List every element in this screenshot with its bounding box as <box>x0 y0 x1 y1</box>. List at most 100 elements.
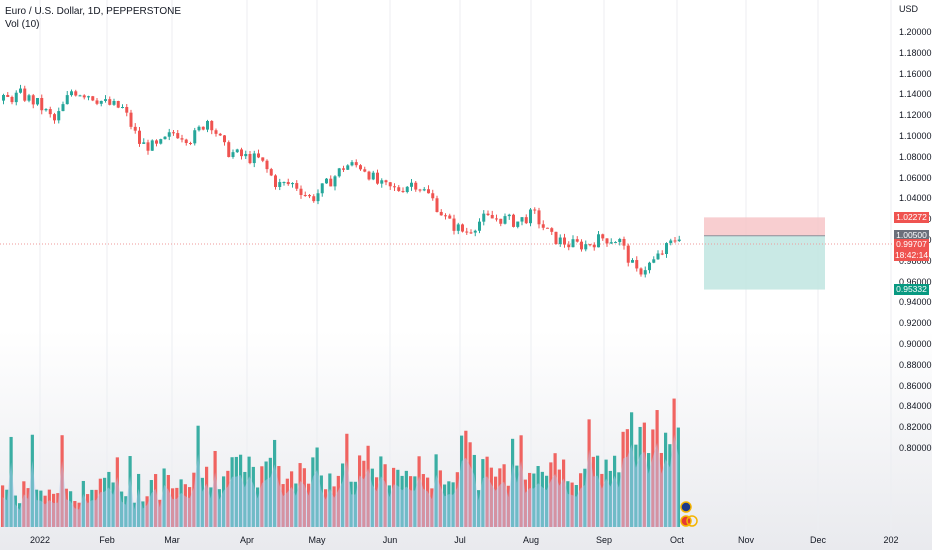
candle-body <box>384 180 388 183</box>
candle-body <box>278 182 282 187</box>
candle-body <box>422 189 426 191</box>
candle-body <box>78 95 82 97</box>
candle-body <box>520 217 524 222</box>
candle-body <box>91 96 95 101</box>
volume-bar <box>498 468 502 527</box>
volume-bar <box>341 463 345 527</box>
volume-bar <box>47 489 51 527</box>
volume-bar <box>583 468 587 527</box>
volume-bar <box>94 489 98 527</box>
candle-body <box>210 121 214 131</box>
candle-body <box>405 186 409 192</box>
candle-body <box>473 230 477 233</box>
volume-bar <box>477 490 481 527</box>
candle-body <box>282 182 286 184</box>
volume-bar <box>481 459 485 527</box>
volume-bar <box>175 487 179 527</box>
time-tick-label: Jul <box>454 535 466 545</box>
candle-body <box>257 153 260 158</box>
volume-bar <box>9 436 13 527</box>
time-tick-label: Oct <box>669 535 685 545</box>
candle-body <box>129 112 133 127</box>
candle-body <box>495 218 498 220</box>
volume-bar <box>651 429 655 527</box>
chart-area[interactable] <box>0 0 893 530</box>
candle-body <box>57 111 61 121</box>
volume-bar <box>574 484 578 527</box>
volume-bar <box>409 476 413 527</box>
candle-body <box>554 231 558 245</box>
candle-body <box>295 183 299 189</box>
time-tick-label: Sep <box>595 535 613 545</box>
candle-body <box>265 160 269 170</box>
volume-bar <box>13 495 17 527</box>
candle-body <box>333 176 337 187</box>
volume-bar <box>137 473 141 527</box>
symbol-title[interactable]: Euro / U.S. Dollar, 1D, PEPPERSTONE <box>5 6 181 17</box>
volume-bar <box>145 496 149 527</box>
price-tick-label: 0.98000 <box>899 255 932 266</box>
volume-bar <box>64 488 68 527</box>
volume-indicator-label[interactable]: Vol (10) <box>5 19 40 30</box>
price-tick-label: 1.10000 <box>899 131 932 141</box>
candle-body <box>643 270 647 275</box>
volume-bar <box>162 468 166 527</box>
volume-bar <box>349 481 353 527</box>
price-axis[interactable]: USD 1.20000 1.18000 1.16000 1.14000 1.12000 1… <box>893 0 932 530</box>
candle-body <box>163 136 167 140</box>
candle-body <box>248 153 252 164</box>
volume-bar <box>562 459 566 527</box>
candle-body <box>189 143 192 145</box>
candle-body <box>329 178 333 187</box>
entry-price-tag: 1.00500 <box>894 230 929 242</box>
stop-loss-zone <box>704 217 825 236</box>
candle-body <box>252 153 256 164</box>
volume-bar <box>345 433 349 527</box>
candle-body <box>465 231 469 233</box>
candle-body <box>380 180 384 184</box>
volume-bar <box>149 480 153 527</box>
volume-bar <box>217 489 221 527</box>
volume-bar <box>366 445 370 527</box>
price-tick-label: 1.04000 <box>899 193 932 204</box>
volume-bar <box>179 479 183 527</box>
candle-body <box>342 168 345 170</box>
volume-bar <box>128 456 132 527</box>
candle-body <box>401 190 405 192</box>
volume-bar <box>26 488 30 527</box>
candle-body <box>146 142 150 151</box>
volume-bar <box>35 489 39 527</box>
volume-bar <box>383 464 387 527</box>
candle-body <box>622 238 626 246</box>
candle-body <box>605 238 609 244</box>
time-axis[interactable]: 2022 Feb Mar Apr May Jun Jul Aug Sep Oct Nov Dec 202 <box>0 530 899 550</box>
economic-event-icon <box>680 501 692 513</box>
volume-bar <box>324 489 328 527</box>
volume-bar <box>158 499 162 527</box>
candle-body <box>371 172 375 180</box>
volume-bar <box>400 475 404 527</box>
volume-bar <box>553 453 557 527</box>
candle-body <box>563 237 566 245</box>
candle-body <box>6 94 10 97</box>
candle-body <box>486 213 490 215</box>
candle-body <box>184 139 188 144</box>
volume-bar <box>111 482 115 527</box>
volume-bar <box>73 501 77 527</box>
candle-body <box>240 149 243 157</box>
candle-body <box>14 92 18 103</box>
volume-bar <box>141 501 145 527</box>
volume-bar <box>668 444 672 527</box>
volume-bar <box>183 484 187 527</box>
price-tick-label: 0.82000 <box>899 422 932 433</box>
candle-body <box>269 169 273 176</box>
volume-bar <box>421 474 425 527</box>
time-tick-label: Jun <box>382 535 398 545</box>
volume-bar <box>290 471 294 527</box>
volume-bar <box>30 434 34 527</box>
volume-bar <box>489 467 493 527</box>
economic-event-icon <box>686 515 698 527</box>
bar-countdown-tag: 18:42:14 <box>894 249 929 261</box>
volume-bar <box>642 422 646 527</box>
candle-body <box>558 237 562 245</box>
